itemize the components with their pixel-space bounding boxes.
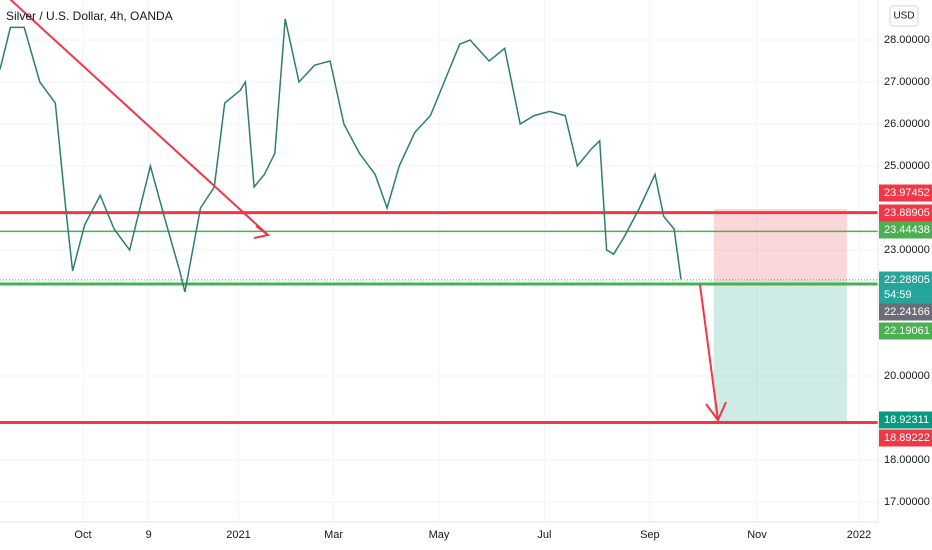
y-tick-label: 23.00000 [884,244,930,256]
countdown: 54:59 [884,289,912,301]
target-zone [713,281,847,422]
y-tick-label: 17.00000 [884,496,930,508]
y-tick-label: 26.00000 [884,118,930,130]
axis-labels: 17.00000 18.00000 20.00000 23.00000 25.00000… [74,34,932,541]
x-tick-label: Oct [74,529,91,541]
currency-button[interactable] [889,5,919,27]
price-label-box [879,429,932,447]
price-label-box [879,184,932,202]
price-label: 18.92311 [884,414,929,426]
x-tick-label: 2021 [226,529,250,541]
x-tick-label: Sep [640,529,660,541]
price-label: 22.28805 [884,274,930,286]
price-label: 22.24166 [884,306,930,318]
chart-title: Silver / U.S. Dollar, 4h, OANDA [6,9,173,23]
price-label: 18.89222 [884,432,930,444]
y-tick-label: 28.00000 [884,34,930,46]
currency[interactable]: USD [893,11,914,22]
x-tick-label: Mar [324,529,343,541]
x-tick-label: May [429,529,450,541]
price-label-box [879,271,932,304]
arrow-head [253,225,271,239]
trend-line [9,0,269,236]
price-label-box [879,204,932,222]
x-tick-label: 2022 [847,529,871,541]
y-tick-label: 27.00000 [884,76,930,88]
price-label: 22.19061 [884,325,930,337]
price-label-box [879,322,932,340]
arrow-head [705,401,727,422]
price-series [0,18,682,293]
price-label: 23.97452 [884,187,930,199]
price-label: 23.44438 [884,224,930,236]
stop-zone [713,209,847,282]
price-label: 23.88905 [884,207,930,219]
x-tick-label: Jul [537,529,551,541]
levels [0,211,878,425]
y-tick-label: 18.00000 [884,454,930,466]
y-tick-label: 25.00000 [884,160,930,172]
price-line [0,18,682,293]
price-label-box [879,303,932,321]
grid [0,0,878,522]
x-tick-label: Nov [747,529,767,541]
projection-arrow [699,284,719,421]
price-label-box [879,411,932,429]
price-label-box [879,221,932,239]
y-tick-label: 20.00000 [884,370,930,382]
position-zones [713,209,847,422]
x-tick-label: 9 [146,529,152,541]
